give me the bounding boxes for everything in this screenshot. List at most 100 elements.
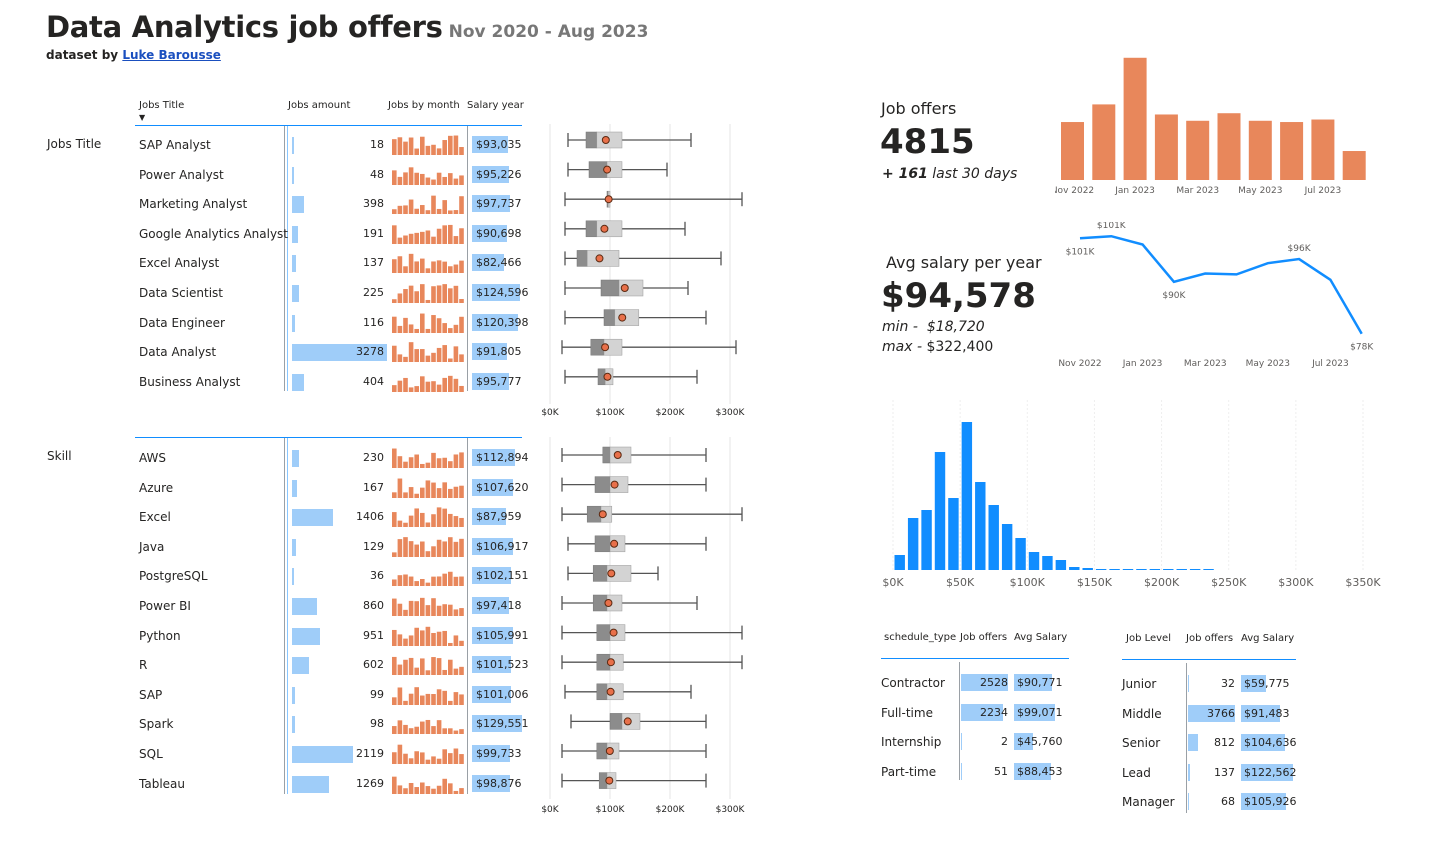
- jobs-monthly-sparkline: [392, 166, 464, 185]
- skills-salary: $129,551: [476, 717, 529, 731]
- jobs-row[interactable]: Business Analyst 404 $95,777: [139, 368, 529, 396]
- jobs-row[interactable]: Data Analyst 3278 $91,805: [139, 338, 529, 366]
- spark-bar: [414, 627, 419, 646]
- histogram-bar: [988, 505, 999, 570]
- col-header-jobs-amount[interactable]: Jobs amount: [288, 100, 351, 111]
- jobs-col-divider: [284, 126, 285, 391]
- col-header-jobs-title[interactable]: Jobs Title: [139, 100, 184, 111]
- skills-salary: $98,876: [476, 776, 522, 790]
- level_table-row[interactable]: Senior 812 $104,636: [1122, 730, 1297, 758]
- x-tick-label: Mar 2023: [1184, 359, 1227, 369]
- spark-bar: [436, 507, 442, 528]
- spark-bar: [414, 349, 419, 363]
- skills-row[interactable]: Excel 1406 $87,959: [139, 503, 529, 531]
- jobs-amount-bar: [292, 314, 296, 332]
- jobs-row[interactable]: Excel Analyst 137 $82,466: [139, 249, 529, 277]
- level_table-row[interactable]: Middle 3766 $91,483: [1122, 701, 1296, 729]
- spark-bar: [420, 630, 425, 646]
- schedule_table-row[interactable]: Internship 2 $45,760: [881, 729, 1069, 757]
- skills-row[interactable]: Python 951 $105,991: [139, 622, 529, 650]
- skills-row[interactable]: R 602 $101,523: [139, 651, 529, 679]
- level_table-row[interactable]: Manager 68 $105,926: [1122, 789, 1297, 817]
- jobs-row[interactable]: Data Scientist 225 $124,596: [139, 279, 529, 307]
- schedule_table-col-header[interactable]: Job offers: [960, 632, 1008, 643]
- skills-row[interactable]: Azure 167 $107,620: [139, 474, 529, 502]
- spark-bar: [459, 196, 464, 215]
- level_table-col-header[interactable]: Avg Salary: [1241, 633, 1295, 644]
- spark-bar: [397, 256, 403, 274]
- jobs-row[interactable]: Marketing Analyst 398 $97,737: [139, 190, 529, 218]
- credit-author-link[interactable]: Luke Barousse: [122, 48, 221, 62]
- skills-monthly-sparkline: [392, 536, 464, 557]
- col-header-jobs-by-month[interactable]: Jobs by month: [388, 100, 460, 111]
- skills-salary: $87,959: [476, 510, 522, 524]
- x-tick-label: Jul 2023: [1311, 359, 1349, 369]
- spark-bar: [403, 536, 408, 557]
- jobs-row[interactable]: Google Analytics Analyst 191 $90,698: [139, 220, 529, 248]
- x-tick-label: $0K: [882, 576, 904, 589]
- spark-bar: [453, 516, 459, 528]
- spark-bar: [425, 177, 431, 185]
- col-header-salary-year[interactable]: Salary year: [467, 100, 524, 111]
- spark-bar: [459, 316, 464, 333]
- skills-salary: $107,620: [476, 480, 529, 494]
- skills-salary-bar: [472, 626, 513, 644]
- jobs-row[interactable]: Data Engineer 116 $120,398: [139, 309, 529, 337]
- skills-row[interactable]: Power BI 860 $97,418: [139, 592, 529, 620]
- histogram-bar: [1203, 569, 1214, 570]
- skills-row[interactable]: Spark 98 $129,551: [139, 710, 529, 738]
- level_table-col-header[interactable]: Job offers: [1186, 633, 1234, 644]
- jobs-row[interactable]: SAP Analyst 18 $93,035: [139, 131, 529, 159]
- skills-row[interactable]: Tableau 1269 $98,876: [139, 770, 529, 798]
- spark-bar: [420, 463, 425, 468]
- spark-bar: [425, 480, 431, 498]
- schedule_table-row[interactable]: Part-time 51 $88,453: [881, 759, 1069, 787]
- level_table-col-header[interactable]: Job Level: [1126, 633, 1171, 644]
- spark-bar: [403, 609, 408, 616]
- level_table-offers-bar: [1188, 704, 1235, 722]
- box-lower: [594, 535, 611, 553]
- spark-bar: [397, 687, 403, 705]
- level_table-row[interactable]: Lead 137 $122,562: [1122, 760, 1297, 788]
- level_table-salary: $104,636: [1244, 736, 1297, 749]
- spark-bar: [459, 576, 464, 587]
- jobs-row[interactable]: Power Analyst 48 $95,226: [139, 161, 529, 189]
- spark-bar: [414, 667, 419, 676]
- spark-bar: [403, 289, 408, 303]
- schedule_table-row[interactable]: Contractor 2528 $90,771: [881, 670, 1069, 698]
- mean-marker: [609, 628, 618, 637]
- skills-row[interactable]: Java 129 $106,917: [139, 533, 529, 561]
- spark-bar: [459, 518, 464, 528]
- skills-row[interactable]: SAP 99 $101,006: [139, 681, 529, 709]
- sort-desc-icon[interactable]: ▼: [139, 113, 146, 122]
- jobs-name: Google Analytics Analyst: [139, 226, 288, 241]
- skills-monthly-sparkline: [392, 776, 464, 794]
- spark-bar: [436, 209, 442, 215]
- schedule_table-row[interactable]: Full-time 2234 $99,071: [881, 700, 1069, 728]
- x-tick-label: $100K: [1010, 576, 1046, 589]
- skills-row[interactable]: PostgreSQL 36 $102,151: [139, 562, 529, 590]
- spark-bar: [392, 726, 397, 735]
- skills-salary-bar: [472, 567, 512, 585]
- jobs-amount-bar: [292, 255, 296, 273]
- spark-bar: [442, 200, 447, 215]
- spark-bar: [403, 574, 408, 587]
- skills-salary-bar: [472, 745, 511, 762]
- schedule_table-col-header[interactable]: schedule_type: [884, 632, 957, 643]
- skills-row[interactable]: SQL 2119 $99,733: [139, 740, 529, 768]
- spark-bar: [408, 233, 414, 244]
- box-lower: [594, 476, 611, 493]
- spark-bar: [448, 375, 453, 392]
- spark-bar: [442, 140, 447, 155]
- spark-bar: [436, 720, 442, 735]
- spark-bar: [408, 285, 414, 303]
- spark-bar: [414, 261, 419, 274]
- jobs-salary-bar: [472, 195, 510, 213]
- skills-row[interactable]: AWS 230 $112,894: [139, 444, 529, 472]
- spark-bar: [448, 135, 453, 155]
- level_table-row[interactable]: Junior 32 $59,775: [1122, 671, 1296, 699]
- skills-salary: $101,523: [476, 658, 529, 672]
- spark-bar: [453, 668, 459, 676]
- spark-bar: [442, 690, 447, 705]
- schedule_table-col-header[interactable]: Avg Salary: [1014, 632, 1068, 643]
